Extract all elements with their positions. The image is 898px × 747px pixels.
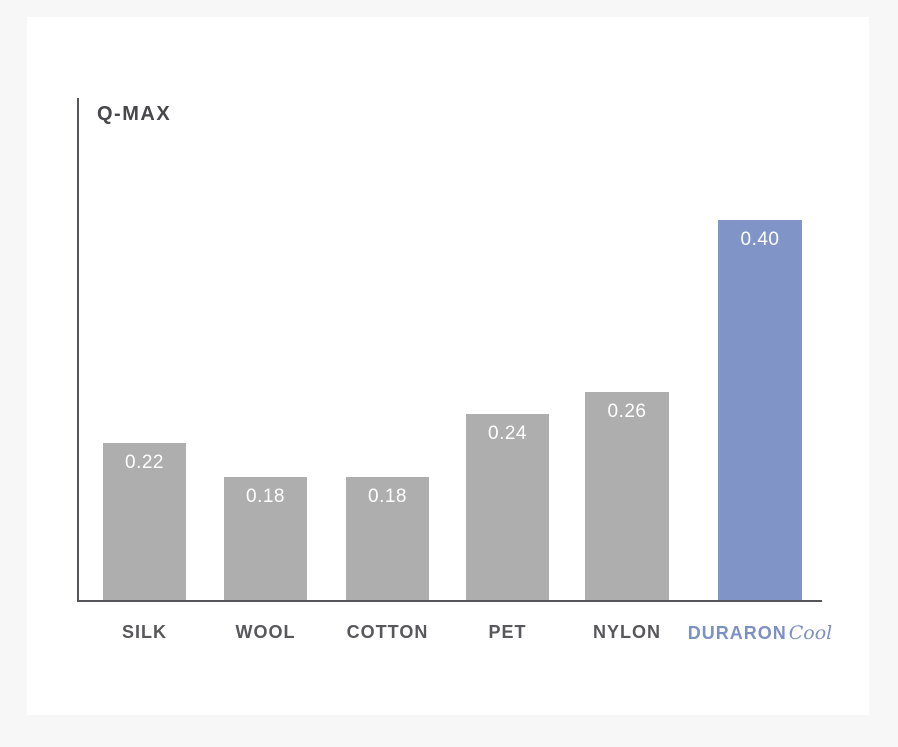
bar-value-label: 0.26 — [607, 401, 647, 422]
x-axis-label-wool: WOOL — [236, 622, 296, 643]
x-axis-label-pet: PET — [488, 622, 526, 643]
x-axis-label-silk: SILK — [122, 622, 167, 643]
bar-cotton: 0.18 — [346, 477, 429, 600]
bar-value-label: 0.22 — [125, 452, 164, 473]
bar-duraron: 0.40 — [718, 220, 802, 600]
x-axis-line — [77, 600, 822, 602]
x-axis-label-cotton: COTTON — [347, 622, 429, 643]
bar-silk: 0.22 — [103, 443, 186, 600]
x-axis-label-nylon: NYLON — [593, 622, 661, 643]
x-axis-label-text: SILK — [121, 622, 168, 642]
x-axis-label-text: COTTON — [346, 622, 429, 642]
chart-title: Q-MAX — [97, 103, 172, 125]
x-axis-label-text: DURARON — [687, 623, 787, 643]
bar-wool: 0.18 — [224, 477, 307, 600]
x-axis-label-text: WOOL — [235, 622, 296, 642]
y-axis-line — [77, 98, 79, 601]
bars-container: 0.22 0.18 0.18 0.24 0.26 0.40 — [27, 17, 869, 715]
bar-value-label: 0.24 — [488, 423, 527, 444]
bar-value-label: 0.18 — [246, 486, 285, 507]
x-axis-labels: SILK WOOL COTTON PET NYLON DURARON Cool — [27, 17, 869, 715]
bar-value-label: 0.40 — [740, 229, 780, 250]
chart-card: Q-MAX 0.22 0.18 0.18 0.24 0.26 0.40 SILK WOOL C… — [27, 17, 869, 715]
brand-suffix-script: Cool — [788, 622, 833, 644]
bar-value-label: 0.18 — [368, 486, 407, 507]
x-axis-label-text: PET — [488, 622, 527, 642]
x-axis-label-text: NYLON — [593, 622, 661, 642]
bar-pet: 0.24 — [466, 414, 549, 600]
bar-nylon: 0.26 — [585, 392, 669, 600]
x-axis-label-duraron: DURARON Cool — [688, 622, 833, 644]
